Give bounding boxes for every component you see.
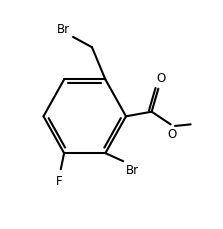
Text: Br: Br — [125, 164, 138, 177]
Text: O: O — [167, 127, 177, 140]
Text: F: F — [56, 174, 63, 187]
Text: O: O — [156, 72, 165, 85]
Text: Br: Br — [57, 23, 70, 36]
